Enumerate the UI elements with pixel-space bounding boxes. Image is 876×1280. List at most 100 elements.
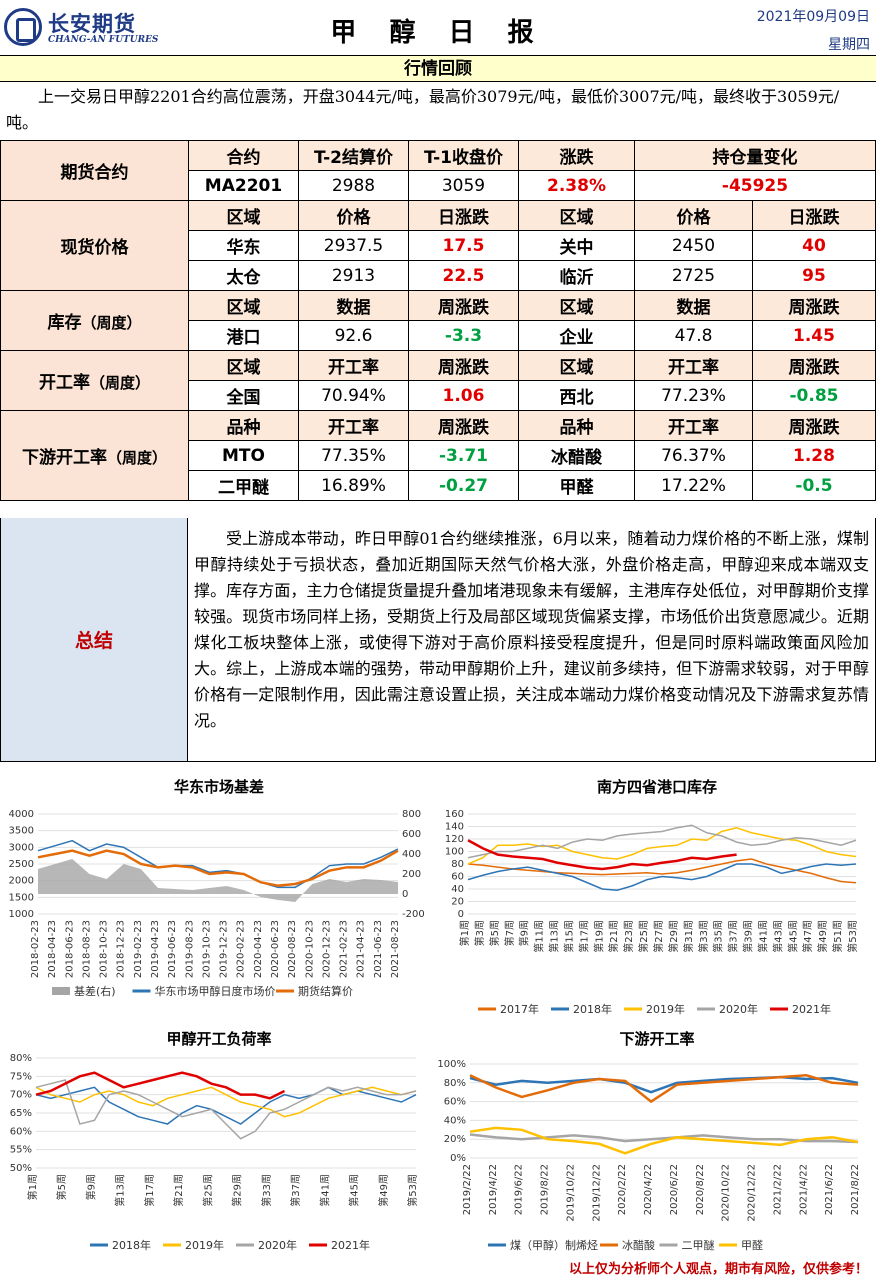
legend-label: 2020年 [258, 1238, 297, 1252]
th: 周涨跌 [752, 350, 876, 381]
section-note: （周度） [106, 449, 167, 467]
th: 数据 [298, 290, 409, 321]
cell: 47.8 [634, 320, 753, 351]
y-tick-label: 100% [438, 1059, 466, 1070]
cell: 95 [752, 260, 876, 291]
cell: 西北 [518, 380, 635, 411]
cell: 甲醛 [518, 470, 635, 501]
x-tick-label: 2020/6/22 [669, 1164, 680, 1215]
th: 区域 [518, 290, 635, 321]
th: 持仓量变化 [634, 140, 876, 171]
section-note: （周度） [81, 314, 142, 332]
review-text: 上一交易日甲醇2201合约高位震荡，开盘3044元/吨，最高价3079元/吨，最… [6, 87, 840, 132]
series-line [35, 1071, 286, 1100]
y-tick-label: 120 [445, 834, 464, 845]
th: 品种 [518, 410, 635, 441]
series-line [35, 1079, 417, 1140]
th: 品种 [188, 410, 299, 441]
chart-title: 甲醇开工负荷率 [166, 1030, 272, 1048]
inventory-section: 库存（周度） [0, 290, 189, 351]
x-tick-label: 2018-04-23 [47, 920, 58, 978]
x-tick-label: 第33周 [260, 1174, 273, 1207]
x-tick-label: 2020-10-23 [304, 920, 315, 978]
y-tick-label: 100 [445, 847, 464, 858]
x-tick-label: 2019-02-23 [133, 920, 144, 978]
chart-title: 南方四省港口库存 [596, 778, 717, 796]
y-tick-label: 40 [451, 884, 464, 895]
legend-label: 2021年 [331, 1238, 370, 1252]
y-tick-label: 80% [444, 1078, 466, 1089]
x-tick-label: 2018-12-23 [116, 920, 127, 978]
x-tick-label: 2020-06-23 [270, 920, 281, 978]
chart-port-inventory: 南方四省港口库存 0 20 40 60 80 100 120 140 160 第1周 第3周 第5周第… [438, 770, 876, 1020]
th: 区域 [188, 290, 299, 321]
oi-change: -45925 [634, 170, 876, 201]
cell: 二甲醚 [188, 470, 299, 501]
x-tick-label: 第1周 [458, 920, 471, 946]
chart-title: 华东市场基差 [173, 778, 264, 796]
series-line [469, 1133, 859, 1144]
cell: 太仓 [188, 260, 299, 291]
y-tick-label: 140 [445, 822, 464, 833]
x-tick-label: 第41周 [756, 920, 769, 953]
section-label: 开工率 [38, 373, 90, 393]
chart-downstream-rate-svg: 0% 20% 40% 60% 80% 100% 2019/2/22 2019/4/22 2019… [438, 1059, 861, 1252]
x-tick-label: 2019/4/22 [488, 1164, 499, 1215]
x-tick-label: 2021/2/22 [772, 1164, 783, 1215]
x-tick-label: 第21周 [607, 920, 620, 953]
legend-label: 2021年 [792, 1002, 831, 1016]
cell: 17.22% [634, 470, 753, 501]
legend-label: 华东市场甲醇日度市场价 [155, 984, 276, 998]
section-note: （周度） [89, 374, 150, 392]
y-tick-label: 1000 [9, 909, 34, 920]
series-line [467, 863, 857, 892]
th: 周涨跌 [408, 350, 519, 381]
cell: 全国 [188, 380, 299, 411]
chart-title: 下游开工率 [619, 1030, 695, 1048]
x-tick-label: 2021-04-23 [356, 920, 367, 978]
y-tick-label: 20 [451, 897, 464, 908]
x-tick-label: 2019/12/22 [591, 1164, 602, 1222]
report-date: 2021年09月09日 [756, 9, 870, 25]
x-tick-label: 第9周 [518, 920, 531, 946]
x-tick-label: 第33周 [697, 920, 710, 953]
y-tick-label: 0 [458, 909, 464, 920]
series-line [467, 826, 857, 865]
legend-label: 基差(右) [74, 984, 116, 998]
th: 周涨跌 [752, 410, 876, 441]
spot-section: 现货价格 [0, 200, 189, 291]
cell: 1.45 [752, 320, 876, 351]
company-logo: 长安期货 CHANG-AN FUTURES [4, 8, 174, 48]
x-tick-label: 2021-02-23 [339, 920, 350, 978]
cell: 关中 [518, 230, 635, 261]
y-tick-label: 75% [10, 1071, 32, 1082]
legend-label: 冰醋酸 [622, 1238, 655, 1252]
series-line [469, 1074, 859, 1104]
y-tick-label: 60% [444, 1097, 466, 1108]
series-line [467, 858, 857, 884]
x-tick-label: 2020-08-23 [287, 920, 298, 978]
x-tick-label: 2019-12-23 [219, 920, 230, 978]
cell: -0.5 [752, 470, 876, 501]
th: 区域 [518, 350, 635, 381]
chart-basis-svg: 1000 1500 2000 2500 3000 3500 4000 -200 0 200 400 6… [9, 809, 425, 998]
series-line [469, 1075, 859, 1094]
change-pct: 2.38% [518, 170, 635, 201]
y-tick-label: 2500 [9, 859, 34, 870]
legend-label: 煤（甲醇）制烯烃 [510, 1238, 598, 1252]
series-line [35, 1086, 417, 1118]
cell: 77.35% [298, 440, 409, 471]
x-tick-label: 第7周 [503, 920, 516, 946]
x-tick-label: 2019/10/22 [565, 1164, 576, 1222]
futures-section: 期货合约 [0, 140, 189, 201]
x-tick-label: 第13周 [548, 920, 561, 953]
x-tick-label: 2018-08-23 [81, 920, 92, 978]
x-tick-label: 2021-06-23 [373, 920, 384, 978]
x-tick-label: 第17周 [577, 920, 590, 953]
cell: 92.6 [298, 320, 409, 351]
y2-tick-label: 400 [402, 849, 421, 860]
x-tick-label: 第49周 [377, 1174, 390, 1207]
x-tick-label: 第17周 [143, 1174, 156, 1207]
x-tick-label: 2021/8/22 [850, 1164, 861, 1215]
disclaimer: 以上仅为分析师个人观点，期市有风险，仅供参考！ [568, 1262, 868, 1277]
